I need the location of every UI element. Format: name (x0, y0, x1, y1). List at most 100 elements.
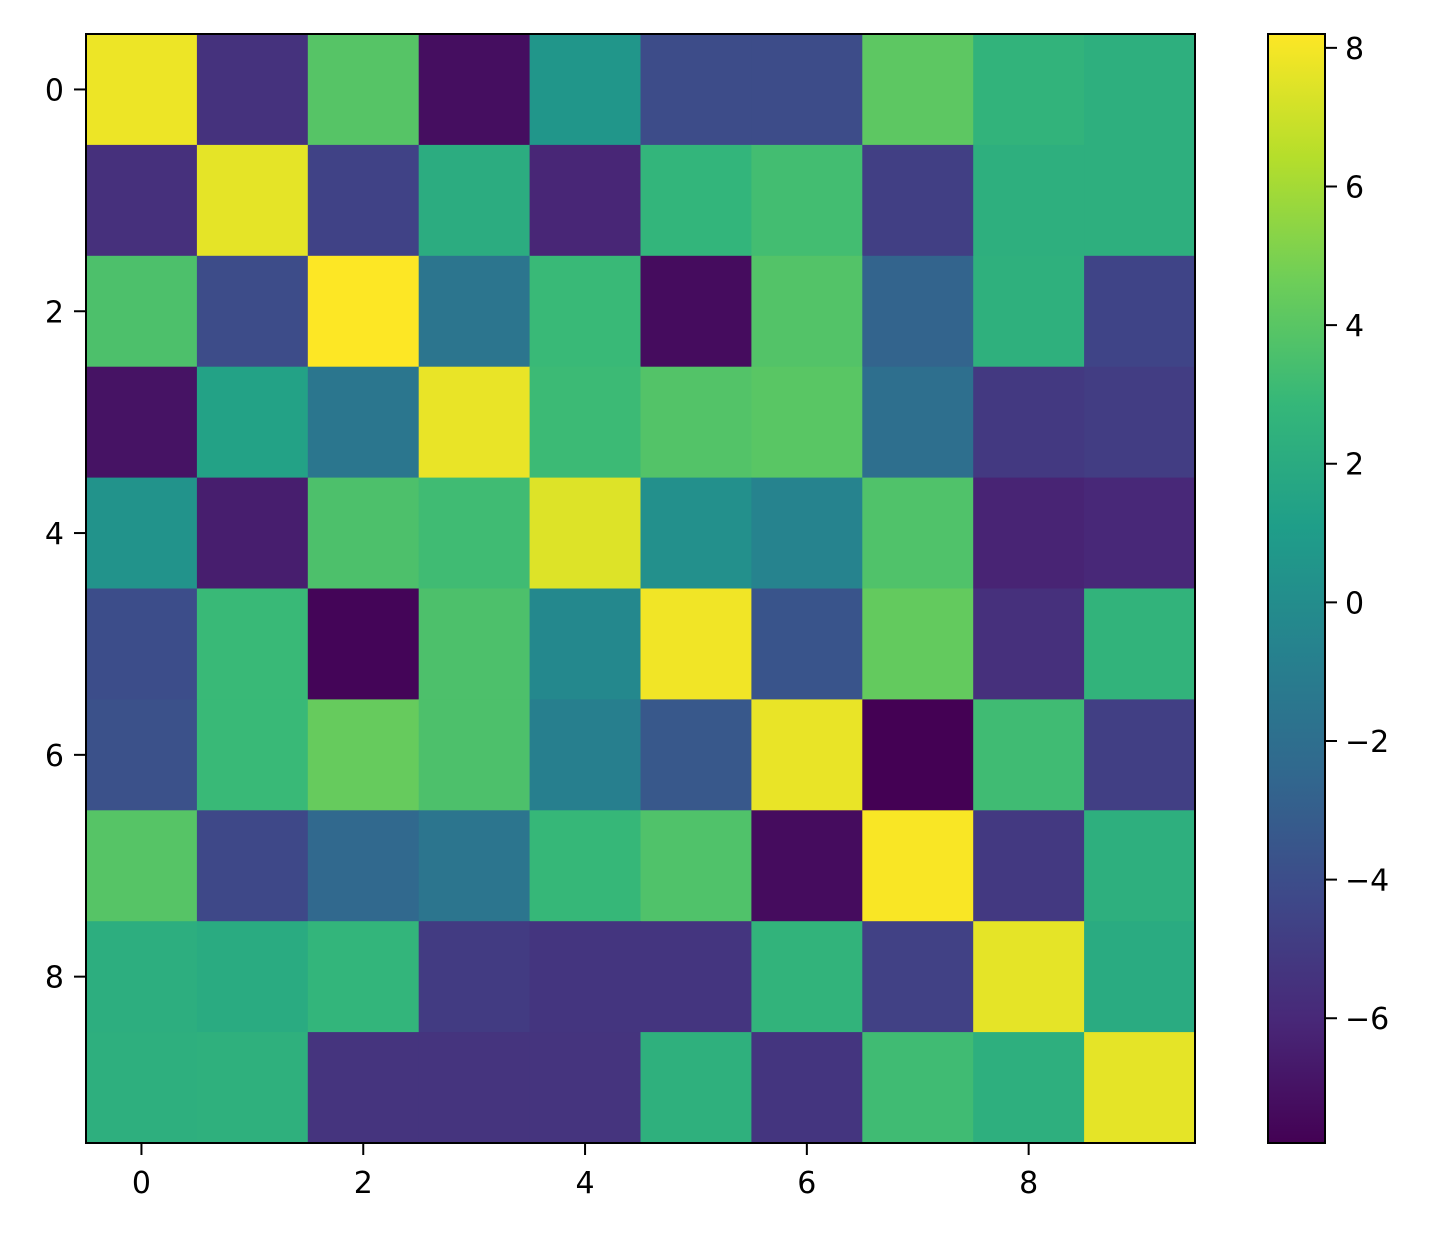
heatmap-cell (196, 588, 309, 700)
heatmap-cell (529, 366, 642, 479)
heatmap-cell (307, 1032, 420, 1144)
heatmap-cell (307, 34, 420, 146)
heatmap-cell (418, 699, 531, 811)
heatmap-cell (640, 1032, 752, 1144)
heatmap-cell (751, 34, 863, 146)
colorbar-tick-label: 6 (1345, 170, 1364, 205)
heatmap-cell (640, 699, 752, 811)
heatmap-cell (751, 588, 863, 700)
heatmap-cell (86, 34, 198, 146)
colorbar-axis: −6 −4 −2 0 2 4 6 8 (1325, 32, 1389, 1037)
heatmap-cell (529, 34, 642, 146)
heatmap-cell (418, 255, 531, 368)
heatmap-cell (418, 477, 531, 590)
heatmap-cell (86, 699, 198, 811)
heatmap-cell (1084, 921, 1196, 1033)
y-tick-label: 0 (45, 73, 64, 108)
colorbar-tick-label: −6 (1345, 1002, 1389, 1037)
colorbar-tick-label: −4 (1345, 864, 1389, 899)
heatmap-cell (418, 810, 531, 922)
heatmap-cell (1084, 477, 1196, 590)
heatmap-cell (751, 255, 863, 368)
heatmap-cell (1084, 1032, 1196, 1144)
heatmap-cell (86, 255, 198, 368)
y-axis: 0 2 4 6 8 (45, 73, 86, 996)
heatmap-cell (529, 588, 642, 700)
heatmap-cell (973, 1032, 1085, 1144)
heatmap-cell (418, 588, 531, 700)
heatmap-cell (640, 477, 752, 590)
heatmap-cell (418, 366, 531, 479)
heatmap-cell (529, 810, 642, 922)
heatmap-cell (862, 588, 974, 700)
heatmap-cells (86, 34, 1196, 1144)
heatmap-cell (751, 699, 863, 811)
heatmap-cell (196, 810, 309, 922)
heatmap-cell (86, 1032, 198, 1144)
heatmap-cell (1084, 699, 1196, 811)
heatmap-cell (86, 366, 198, 479)
heatmap-cell (862, 144, 974, 257)
heatmap-cell (418, 34, 531, 146)
heatmap-cell (307, 810, 420, 922)
heatmap-cell (751, 477, 863, 590)
heatmap-cell (973, 921, 1085, 1033)
colorbar-tick-label: 2 (1345, 448, 1364, 483)
heatmap-cell (640, 921, 752, 1033)
y-tick-label: 8 (45, 961, 64, 996)
heatmap-cell (862, 921, 974, 1033)
heatmap-cell (529, 1032, 642, 1144)
heatmap-cell (418, 144, 531, 257)
heatmap-cell (86, 477, 198, 590)
heatmap-cell (1084, 588, 1196, 700)
y-tick-label: 4 (45, 517, 64, 552)
heatmap-cell (307, 588, 420, 700)
heatmap-cell (1084, 144, 1196, 257)
heatmap-cell (862, 1032, 974, 1144)
heatmap-cell (529, 477, 642, 590)
heatmap-cell (307, 366, 420, 479)
heatmap-cell (196, 921, 309, 1033)
heatmap-cell (196, 477, 309, 590)
heatmap-cell (86, 921, 198, 1033)
colorbar-tick-label: −2 (1345, 725, 1389, 760)
heatmap-cell (862, 366, 974, 479)
x-axis: 0 2 4 6 8 (132, 1143, 1038, 1201)
heatmap-cell (862, 255, 974, 368)
heatmap-cell (862, 477, 974, 590)
x-tick-label: 6 (797, 1166, 816, 1201)
heatmap-cell (1084, 34, 1196, 146)
heatmap-cell (862, 810, 974, 922)
x-tick-label: 4 (576, 1166, 595, 1201)
heatmap-cell (973, 477, 1085, 590)
heatmap-cell (862, 34, 974, 146)
heatmap-cell (640, 366, 752, 479)
heatmap-cell (973, 810, 1085, 922)
heatmap-cell (862, 699, 974, 811)
heatmap-cell (973, 699, 1085, 811)
colorbar (1267, 33, 1326, 1144)
heatmap-cell (307, 699, 420, 811)
heatmap-cell (751, 810, 863, 922)
heatmap-cell (751, 921, 863, 1033)
heatmap-cell (418, 1032, 531, 1144)
heatmap-cell (529, 921, 642, 1033)
heatmap-cell (196, 34, 309, 146)
heatmap-cell (529, 255, 642, 368)
x-tick-label: 0 (132, 1166, 151, 1201)
plot-frame (85, 33, 1196, 1144)
y-tick-label: 2 (45, 295, 64, 330)
heatmap-cell (640, 588, 752, 700)
x-tick-label: 2 (354, 1166, 373, 1201)
heatmap-cell (86, 588, 198, 700)
heatmap-cell (751, 144, 863, 257)
heatmap-cell (529, 144, 642, 257)
heatmap-cell (973, 34, 1085, 146)
heatmap-cell (529, 699, 642, 811)
heatmap-cell (86, 144, 198, 257)
heatmap-cell (196, 144, 309, 257)
heatmap-cell (307, 477, 420, 590)
heatmap-cell (196, 699, 309, 811)
